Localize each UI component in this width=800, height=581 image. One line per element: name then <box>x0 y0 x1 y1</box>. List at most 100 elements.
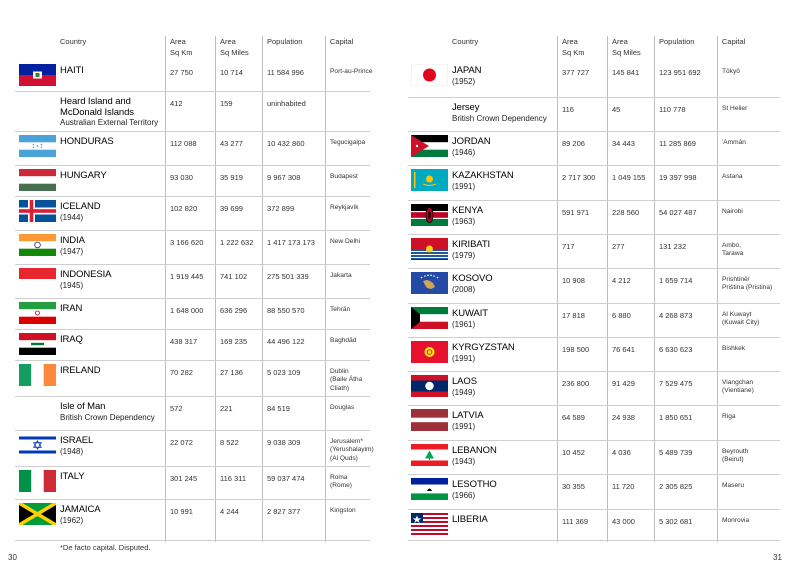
country-subtitle: (1944) <box>60 212 84 222</box>
area-mi-value: 27 136 <box>220 368 243 377</box>
capital-value: Bishkek <box>722 345 746 352</box>
country-name: INDIA <box>60 235 85 246</box>
capital-value: Riga <box>722 413 736 420</box>
population-value: 11 584 996 <box>267 68 304 77</box>
country-name: LIBERIA <box>452 514 488 525</box>
header-capital: Capital <box>330 37 354 46</box>
row-divider <box>15 329 370 330</box>
column-divider <box>215 36 216 542</box>
row-divider <box>408 303 780 304</box>
row-divider <box>408 337 780 338</box>
column-divider <box>717 36 718 542</box>
area-km-value: 27 750 <box>170 68 193 77</box>
area-mi-value: 159 <box>220 99 233 108</box>
area-km-value: 438 317 <box>170 337 198 346</box>
country-name: LAOS <box>452 376 477 387</box>
row-divider <box>15 131 370 132</box>
country-name: LATVIA <box>452 410 484 421</box>
capital-value: Viangchan (Vientiane) <box>722 379 754 395</box>
row-divider <box>408 131 780 132</box>
area-km-value: 111 369 <box>562 517 588 526</box>
country-name: KOSOVO <box>452 273 493 284</box>
row-divider <box>15 264 370 265</box>
area-mi-value: 4 212 <box>612 276 631 285</box>
india-flag-icon <box>19 234 56 256</box>
area-km-value: 102 820 <box>170 204 198 213</box>
column-divider <box>557 36 558 542</box>
row-divider <box>15 298 370 299</box>
row-divider <box>408 371 780 372</box>
capital-value: Port-au-Prince <box>330 68 373 75</box>
population-value: 1 850 651 <box>659 413 693 422</box>
capital-value: Prishtinë/ Priština (Pristina) <box>722 276 773 292</box>
column-divider <box>654 36 655 542</box>
population-value: 9 038 309 <box>267 438 301 447</box>
country-name: Heard Island and McDonald Islands <box>60 96 134 118</box>
country-name: JAPAN <box>452 65 482 76</box>
country-name: ICELAND <box>60 201 101 212</box>
area-mi-value: 43 000 <box>612 517 635 526</box>
haiti-flag-icon <box>19 64 56 86</box>
country-subtitle: (1949) <box>452 387 476 397</box>
country-subtitle: (1966) <box>452 490 476 500</box>
country-name: HONDURAS <box>60 136 114 147</box>
header-country: Country <box>452 37 479 46</box>
population-value: 54 027 487 <box>659 208 697 217</box>
column-divider <box>165 36 166 542</box>
area-mi-value: 45 <box>612 105 621 114</box>
area-km-value: 412 <box>170 99 183 108</box>
area-km-value: 10 452 <box>562 448 585 457</box>
area-km-value: 89 206 <box>562 139 585 148</box>
liberia-flag-icon <box>411 513 448 535</box>
area-mi-value: 8 522 <box>220 438 239 447</box>
area-km-value: 1 648 000 <box>170 306 204 315</box>
kosovo-flag-icon <box>411 272 448 294</box>
population-value: 5 302 681 <box>659 517 693 526</box>
footnote: *De facto capital. Disputed. <box>60 543 151 552</box>
area-mi-value: 39 699 <box>220 204 243 213</box>
right-page: Country Area Sq Km Area Sq Miles Populat… <box>400 0 800 581</box>
capital-value: Reykjavík <box>330 204 359 211</box>
population-value: 4 268 873 <box>659 311 693 320</box>
iran-flag-icon <box>19 302 56 324</box>
row-divider <box>15 165 370 166</box>
area-km-value: 116 <box>562 105 574 114</box>
country-subtitle: (1948) <box>60 446 84 456</box>
country-name: ITALY <box>60 471 85 482</box>
header-country: Country <box>60 37 87 46</box>
country-name: IRELAND <box>60 365 101 376</box>
row-divider <box>15 196 370 197</box>
population-value: 11 285 869 <box>659 139 696 148</box>
area-km-value: 30 355 <box>562 482 585 491</box>
country-subtitle: British Crown Dependency <box>60 412 155 422</box>
country-name: Isle of Man <box>60 401 106 412</box>
row-divider <box>15 230 370 231</box>
column-divider <box>325 36 326 542</box>
country-subtitle: (1947) <box>60 246 84 256</box>
row-divider <box>408 474 780 475</box>
area-mi-value: 76 641 <box>612 345 635 354</box>
capital-value: Roma (Rome) <box>330 474 352 490</box>
area-mi-value: 1 049 155 <box>612 173 646 182</box>
country-subtitle: (1979) <box>452 250 476 260</box>
row-divider <box>408 405 780 406</box>
capital-value: Kingston <box>330 507 356 514</box>
area-km-value: 3 166 620 <box>170 238 204 247</box>
area-km-value: 10 908 <box>562 276 585 285</box>
country-name: IRAQ <box>60 334 83 345</box>
area-mi-value: 4 244 <box>220 507 239 516</box>
area-mi-value: 91 429 <box>612 379 635 388</box>
jamaica-flag-icon <box>19 503 56 525</box>
country-name: JAMAICA <box>60 504 101 515</box>
page-number: 30 <box>8 553 17 562</box>
country-subtitle: (1991) <box>452 353 476 363</box>
population-value: 131 232 <box>659 242 687 251</box>
country-subtitle: (1963) <box>452 216 476 226</box>
lebanon-flag-icon <box>411 444 448 466</box>
capital-value: Maseru <box>722 482 744 489</box>
area-km-value: 591 971 <box>562 208 590 217</box>
country-name: KYRGYZSTAN <box>452 342 515 353</box>
area-mi-value: 741 102 <box>220 272 248 281</box>
kazakhstan-flag-icon <box>411 169 448 191</box>
population-value: 44 496 122 <box>267 337 305 346</box>
